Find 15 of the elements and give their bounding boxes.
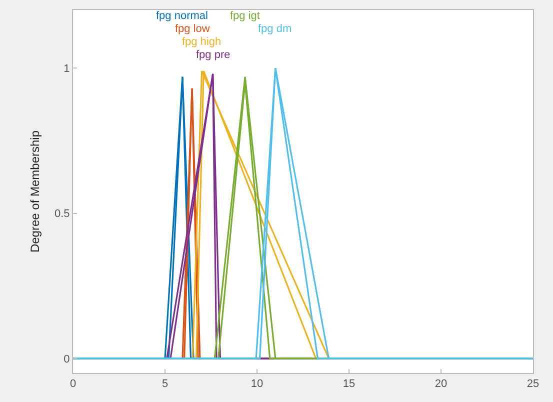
text: fpg high xyxy=(182,36,222,48)
x-tick-label: 5 xyxy=(162,378,168,390)
text: fpg normal xyxy=(156,10,208,22)
text: fpg low xyxy=(175,23,210,35)
x-tick-label: 15 xyxy=(342,378,356,390)
y-tick-label: 0.5 xyxy=(54,208,70,220)
series-label: fpg pre xyxy=(196,49,230,61)
text: fpg dm xyxy=(258,23,292,35)
y-axis-title: Degree of Membership xyxy=(28,130,42,253)
x-tick-label: 20 xyxy=(434,378,448,390)
x-tick-label: 25 xyxy=(526,378,540,390)
y-tick-label: 1 xyxy=(64,62,70,75)
y-tick-label: 0 xyxy=(64,353,70,366)
text: fpg igt xyxy=(230,10,260,22)
x-tick-label: 10 xyxy=(250,378,264,390)
